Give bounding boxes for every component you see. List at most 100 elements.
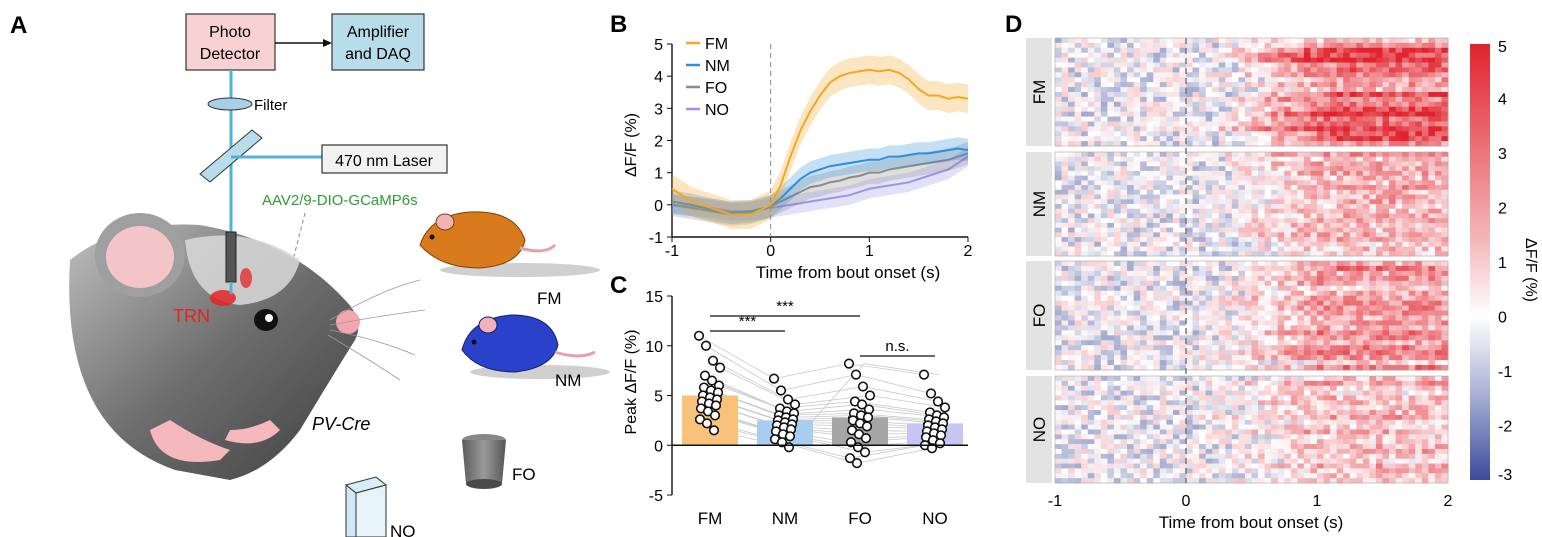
- d-heat-cell: [1434, 213, 1442, 219]
- d-heat-cell: [1244, 126, 1252, 132]
- d-heat-cell: [1402, 390, 1410, 396]
- d-heat-cell: [1297, 213, 1305, 219]
- d-heat-cell: [1186, 72, 1194, 78]
- d-heat-cell: [1251, 261, 1259, 267]
- d-heat-cell: [1146, 152, 1154, 158]
- d-heat-cell: [1159, 57, 1167, 64]
- d-heat-cell: [1225, 345, 1233, 351]
- d-heat-cell: [1258, 47, 1266, 54]
- d-heat-cell: [1238, 161, 1246, 167]
- d-heat-cell: [1336, 434, 1344, 440]
- d-heat-cell: [1133, 395, 1141, 401]
- d-heat-cell: [1421, 218, 1429, 224]
- d-heat-cell: [1153, 350, 1161, 356]
- d-heat-cell: [1271, 175, 1279, 181]
- d-heat-cell: [1087, 251, 1095, 257]
- d-heat-cell: [1290, 434, 1298, 440]
- d-heat-cell: [1330, 218, 1338, 224]
- d-heat-cell: [1434, 180, 1442, 186]
- d-heat-cell: [1146, 166, 1154, 172]
- d-heat-cell: [1428, 310, 1436, 316]
- d-heat-cell: [1362, 380, 1370, 387]
- d-heat-cell: [1055, 330, 1063, 336]
- d-heat-cell: [1192, 42, 1200, 49]
- d-heat-cell: [1179, 335, 1187, 341]
- d-heat-cell: [1271, 161, 1279, 167]
- d-heat-cell: [1133, 410, 1141, 416]
- d-heat-cell: [1264, 355, 1272, 361]
- d-heat-cell: [1258, 126, 1266, 132]
- d-heat-cell: [1415, 395, 1423, 401]
- d-heat-cell: [1251, 180, 1259, 186]
- d-heat-cell: [1205, 106, 1213, 113]
- d-heat-cell: [1100, 335, 1108, 341]
- strain-label: PV-Cre: [312, 414, 370, 434]
- d-heat-cell: [1218, 92, 1226, 98]
- d-heat-cell: [1382, 414, 1390, 421]
- d-heat-cell: [1408, 310, 1416, 316]
- d-heat-cell: [1323, 390, 1331, 396]
- d-heat-cell: [1290, 72, 1298, 78]
- d-heat-cell: [1094, 185, 1102, 191]
- d-heat-cell: [1349, 237, 1357, 243]
- d-heat-cell: [1336, 345, 1344, 351]
- d-heat-cell: [1330, 92, 1338, 98]
- d-heat-cell: [1199, 280, 1207, 287]
- d-heat-cell: [1356, 204, 1364, 210]
- c-point-nm: [789, 399, 801, 410]
- d-heat-cell: [1362, 285, 1370, 292]
- d-heat-cell: [1408, 52, 1416, 59]
- d-heat-cell: [1172, 340, 1180, 346]
- d-heat-cell: [1166, 270, 1174, 277]
- d-heat-cell: [1113, 241, 1121, 248]
- d-heat-cell: [1205, 340, 1213, 346]
- d-heat-cell: [1094, 77, 1102, 83]
- d-heat-cell: [1402, 47, 1410, 54]
- d-heat-cell: [1120, 106, 1128, 113]
- d-heat-cell: [1205, 131, 1213, 137]
- d-heat-cell: [1330, 222, 1338, 229]
- d-heat-cell: [1212, 261, 1220, 267]
- d-heat-cell: [1166, 180, 1174, 186]
- d-heat-cell: [1094, 62, 1102, 68]
- d-heat-cell: [1434, 424, 1442, 430]
- d-heat-cell: [1205, 82, 1213, 88]
- d-heat-cell: [1113, 101, 1121, 108]
- d-heat-cell: [1441, 156, 1449, 162]
- d-heat-cell: [1415, 360, 1423, 366]
- d-heat-cell: [1349, 424, 1357, 430]
- d-heat-cell: [1231, 241, 1239, 248]
- d-heat-cell: [1100, 222, 1108, 229]
- d-heat-cell: [1087, 345, 1095, 351]
- d-heat-cell: [1271, 340, 1279, 346]
- d-heat-cell: [1107, 185, 1115, 191]
- d-heat-cell: [1258, 376, 1266, 382]
- d-heat-cell: [1382, 96, 1390, 103]
- d-heat-cell: [1212, 208, 1220, 214]
- d-heat-cell: [1271, 419, 1279, 426]
- d-heat-cell: [1441, 246, 1449, 252]
- d-heat-cell: [1395, 156, 1403, 162]
- d-heat-cell: [1251, 194, 1259, 200]
- d-heat-cell: [1192, 227, 1200, 233]
- d-heat-cell: [1258, 246, 1266, 252]
- d-heat-cell: [1382, 241, 1390, 248]
- d-heat-cell: [1120, 237, 1128, 243]
- d-heat-cell: [1421, 126, 1429, 132]
- d-heat-cell: [1408, 300, 1416, 307]
- d-group-frame: [1054, 260, 1449, 371]
- c-point-nm: [775, 385, 787, 396]
- d-heat-cell: [1133, 439, 1141, 445]
- d-heat-cell: [1238, 261, 1246, 267]
- d-heat-cell: [1179, 320, 1187, 326]
- c-point-no: [918, 369, 930, 380]
- d-heat-cell: [1336, 126, 1344, 132]
- d-heat-cell: [1146, 360, 1154, 366]
- d-heat-cell: [1061, 47, 1069, 54]
- d-heat-cell: [1205, 92, 1213, 98]
- d-heat-cell: [1238, 131, 1246, 137]
- d-heat-cell: [1113, 355, 1121, 361]
- d-heat-cell: [1271, 121, 1279, 127]
- d-heat-cell: [1362, 62, 1370, 68]
- d-heat-cell: [1068, 365, 1076, 371]
